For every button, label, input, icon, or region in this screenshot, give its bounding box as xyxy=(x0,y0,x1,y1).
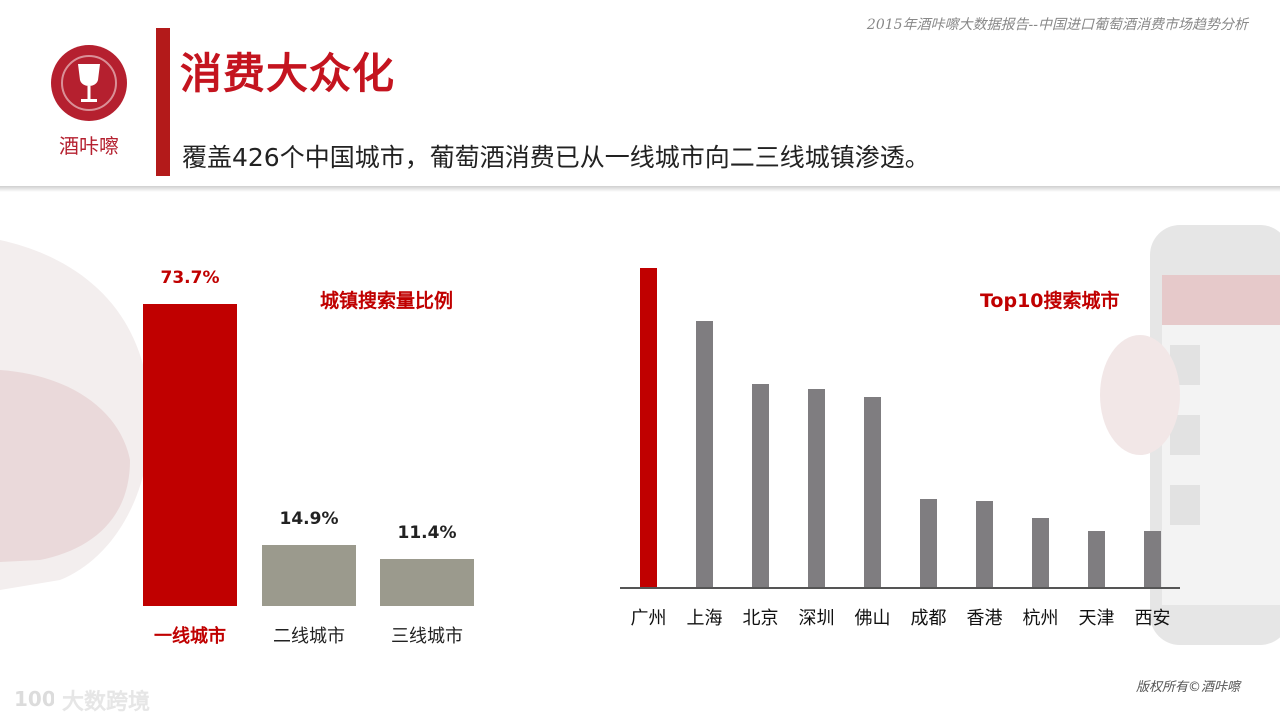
city-label-2: 上海 xyxy=(686,608,723,629)
header: 2015年酒咔嚓大数据报告--中国进口葡萄酒消费市场趋势分析 酒咔嚓 消费大众化… xyxy=(0,0,1280,186)
city-label-10: 西安 xyxy=(1134,608,1171,629)
city-label-1: 广州 xyxy=(630,608,667,629)
city-chart-title: Top10搜索城市 xyxy=(980,290,1120,312)
svg-text:100: 100 xyxy=(14,687,54,711)
city-bar-2 xyxy=(696,320,713,587)
city-bar-9 xyxy=(1088,531,1105,587)
tier-category-label-2: 二线城市 xyxy=(273,626,345,647)
report-title: 2015年酒咔嚓大数据报告--中国进口葡萄酒消费市场趋势分析 xyxy=(866,17,1248,33)
page-title: 消费大众化 xyxy=(180,49,396,98)
city-label-5: 佛山 xyxy=(854,608,891,629)
tier-bar-2 xyxy=(262,544,356,606)
city-bar-10 xyxy=(1144,531,1161,587)
city-label-4: 深圳 xyxy=(798,608,835,629)
tier-bar-3 xyxy=(380,559,474,606)
city-bar-1 xyxy=(640,268,657,587)
city-x-axis xyxy=(620,587,1180,589)
tier-value-label-2: 14.9% xyxy=(279,508,339,529)
city-bar-5 xyxy=(864,397,881,587)
watermark-text: 大数跨境 xyxy=(62,690,151,715)
copyright-text: 版权所有©酒咔嚓 xyxy=(1135,680,1240,695)
watermark: 100 大数跨境 xyxy=(14,682,174,716)
city-label-3: 北京 xyxy=(742,608,779,629)
wine-glass-logo-icon xyxy=(51,45,127,121)
city-label-8: 杭州 xyxy=(1022,608,1059,629)
wine-glass-background xyxy=(0,240,150,590)
city-label-9: 天津 xyxy=(1078,608,1115,629)
tier-chart-title: 城镇搜索量比例 xyxy=(320,290,454,312)
phone-background xyxy=(1100,225,1280,645)
tier-bar-1 xyxy=(143,304,237,606)
tier-value-label-1: 73.7% xyxy=(160,268,220,288)
city-label-6: 成都 xyxy=(910,608,947,629)
tier-category-label-1: 一线城市 xyxy=(154,626,226,647)
title-accent-bar xyxy=(156,28,170,176)
header-divider xyxy=(0,186,1280,192)
city-bar-8 xyxy=(1032,518,1049,587)
logo-text: 酒咔嚓 xyxy=(59,134,119,158)
watermark-logo-icon: 100 xyxy=(14,687,54,711)
city-bar-6 xyxy=(920,499,937,587)
city-label-7: 香港 xyxy=(966,608,1003,629)
city-bar-4 xyxy=(808,389,825,587)
tier-category-label-3: 三线城市 xyxy=(391,626,463,647)
city-bar-3 xyxy=(752,384,769,587)
tier-value-label-3: 11.4% xyxy=(397,523,457,544)
page-subtitle: 覆盖426个中国城市，葡萄酒消费已从一线城市向二三线城镇渗透。 xyxy=(182,143,930,172)
city-bar-7 xyxy=(976,500,993,587)
